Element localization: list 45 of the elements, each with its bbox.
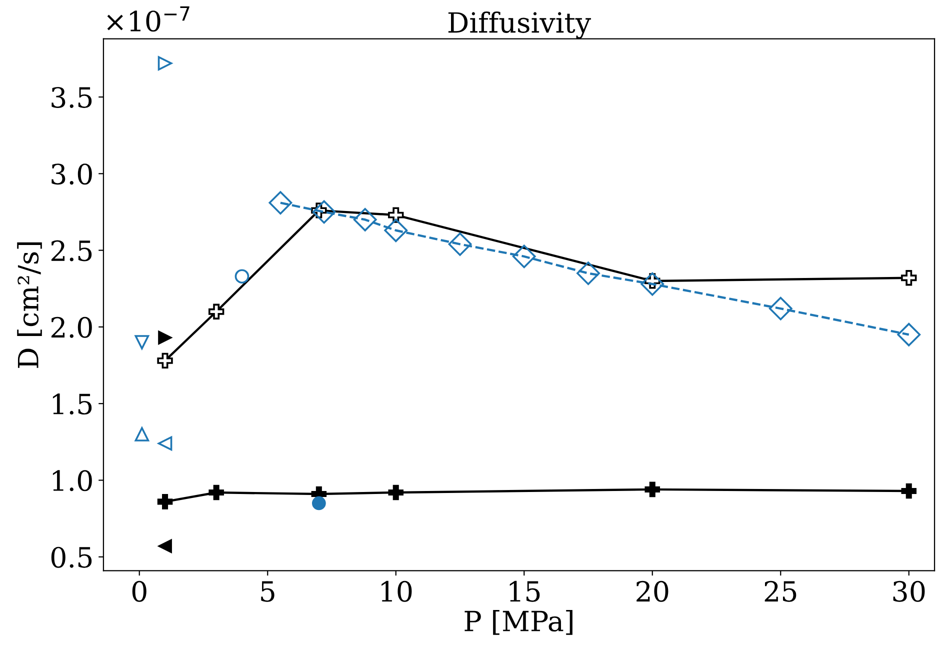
point [158, 539, 172, 554]
point [158, 56, 172, 70]
y-tick-label: 3.5 [52, 86, 92, 108]
point [312, 200, 336, 224]
point [158, 330, 172, 345]
point [353, 208, 377, 232]
point [208, 304, 224, 320]
point [640, 272, 664, 296]
y-tick-label: 3.0 [52, 164, 92, 185]
x-tick-label: 5 [261, 581, 274, 602]
point [234, 269, 250, 284]
x-tick-label: 15 [510, 580, 540, 602]
x-tick-label: 25 [764, 580, 796, 602]
x-tick-label: 20 [636, 580, 668, 602]
point [157, 352, 173, 369]
point [512, 244, 536, 268]
point [208, 484, 224, 500]
point [158, 436, 172, 451]
point [576, 262, 600, 285]
x-axis-title: P [MPa] [464, 610, 572, 635]
point [268, 191, 292, 214]
text: ×10$^{−7}$ [107, 6, 190, 32]
point [644, 482, 660, 498]
point [157, 494, 173, 510]
point [901, 270, 917, 286]
point [388, 207, 404, 223]
chart-title: Diffusivity [448, 11, 591, 39]
point [768, 296, 792, 320]
x-tick-label: 10 [382, 580, 412, 602]
point [312, 496, 326, 510]
x-tick-label: 30 [893, 580, 925, 602]
point [388, 484, 404, 500]
y-tick-label: 2.0 [51, 316, 92, 338]
y-tick-label: 1.0 [52, 470, 92, 492]
y-tick-label: 2.5 [51, 240, 92, 262]
y-axis-title: D [cm²/s] [17, 242, 42, 368]
point [901, 483, 917, 499]
point [134, 427, 150, 442]
point [384, 218, 408, 242]
y-tick-label: 0.5 [51, 546, 92, 568]
y-tick-label: 1.5 [52, 394, 92, 415]
x-tick-label: 0 [132, 580, 146, 602]
point [448, 232, 472, 256]
point [134, 335, 150, 350]
point [897, 322, 921, 346]
